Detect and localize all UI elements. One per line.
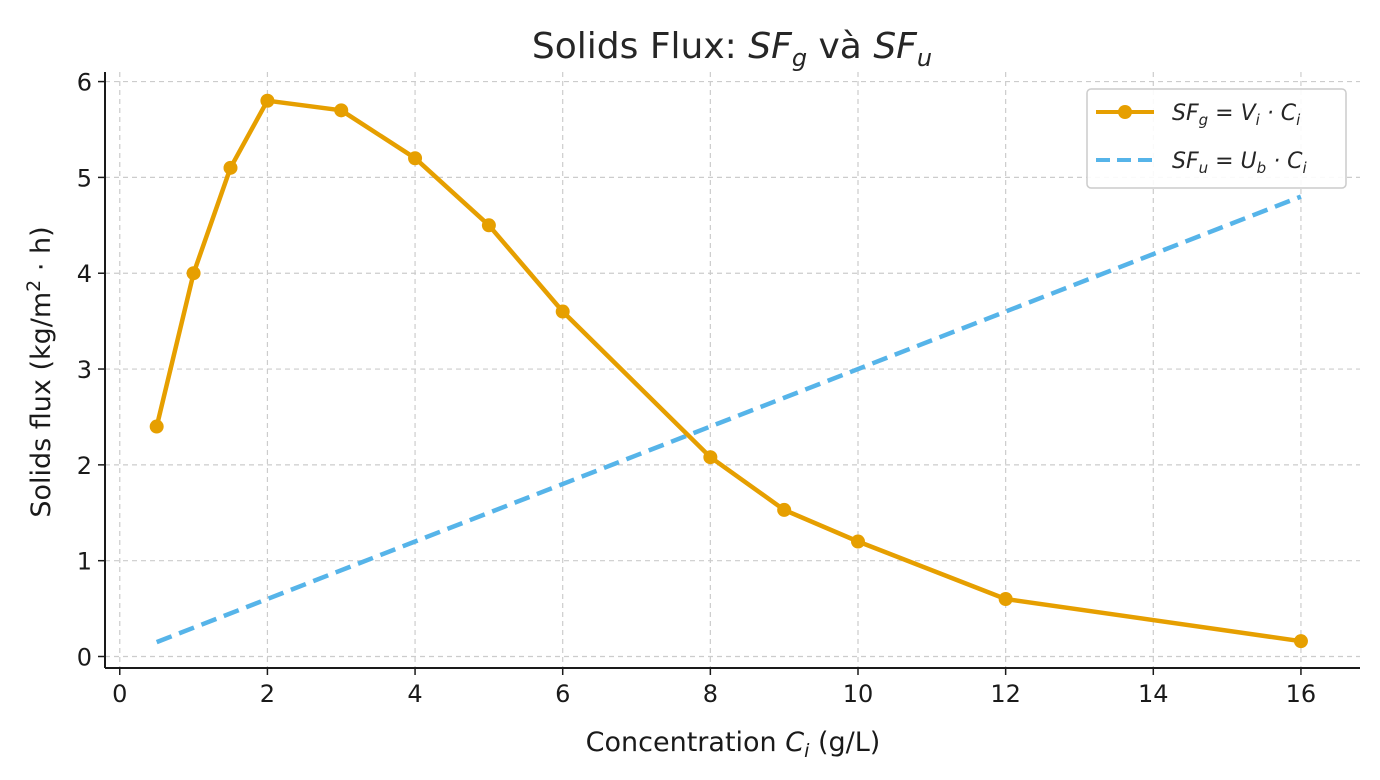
legend-label-sfg: SFg = Vi · Ci bbox=[1172, 101, 1301, 129]
data-point-sfg bbox=[777, 502, 792, 517]
axes bbox=[104, 72, 1360, 669]
data-point-sfg bbox=[408, 151, 423, 166]
series-layer bbox=[149, 93, 1308, 649]
data-point-sfg bbox=[1293, 634, 1308, 649]
x-tick-label: 6 bbox=[555, 680, 570, 708]
data-point-sfg bbox=[998, 592, 1013, 607]
y-tick-label: 2 bbox=[77, 452, 92, 480]
data-point-sfg bbox=[186, 266, 201, 281]
x-tick-label: 16 bbox=[1286, 680, 1317, 708]
legend: SFg = Vi · Ci SFu = Ub · Ci bbox=[1086, 88, 1347, 189]
x-tick-label: 12 bbox=[990, 680, 1021, 708]
data-point-sfg bbox=[334, 103, 349, 118]
x-tick-label: 8 bbox=[703, 680, 718, 708]
legend-label-sfu: SFu = Ub · Ci bbox=[1172, 149, 1308, 177]
x-tick-label: 2 bbox=[260, 680, 275, 708]
data-point-sfg bbox=[851, 534, 865, 549]
data-point-sfg bbox=[481, 218, 496, 233]
series-line-sfu bbox=[155, 194, 1302, 645]
y-tick-label: 0 bbox=[77, 644, 92, 672]
data-point-sfg bbox=[555, 304, 570, 319]
y-tick-label: 4 bbox=[77, 260, 92, 288]
y-tick-label: 6 bbox=[77, 69, 92, 97]
x-tick-label: 10 bbox=[843, 680, 874, 708]
y-tick-label: 1 bbox=[77, 548, 92, 576]
y-tick-label: 3 bbox=[77, 356, 92, 384]
y-axis-label: Solids flux (kg/m2 · h) bbox=[23, 226, 57, 517]
x-tick-label: 14 bbox=[1138, 680, 1169, 708]
data-point-sfg bbox=[223, 160, 238, 175]
y-tick-label: 5 bbox=[77, 164, 92, 192]
x-axis-label: Concentration Ci (g/L) bbox=[586, 727, 881, 762]
chart-title: Solids Flux: SFg và SFu bbox=[532, 26, 932, 72]
legend-marker-sfg bbox=[1118, 105, 1132, 119]
data-point-sfg bbox=[260, 93, 275, 108]
x-tick-label: 0 bbox=[112, 680, 127, 708]
data-point-sfg bbox=[703, 450, 718, 465]
x-tick-label: 4 bbox=[407, 680, 422, 708]
data-point-sfg bbox=[149, 419, 164, 434]
